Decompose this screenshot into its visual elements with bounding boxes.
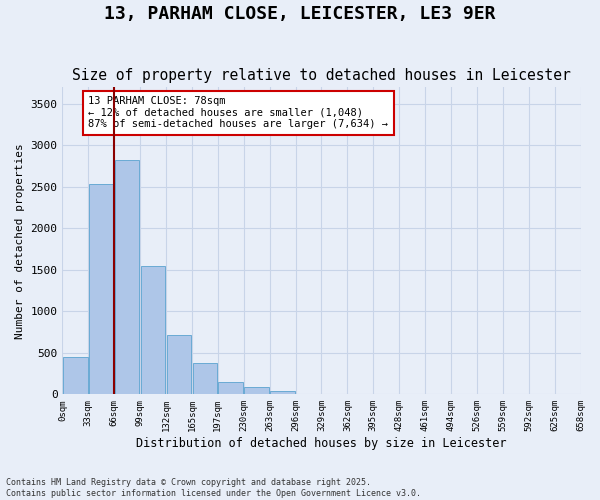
Bar — [167, 334, 191, 394]
X-axis label: Distribution of detached houses by size in Leicester: Distribution of detached houses by size … — [136, 437, 507, 450]
Y-axis label: Number of detached properties: Number of detached properties — [15, 143, 25, 338]
Bar — [89, 184, 113, 394]
Bar — [193, 363, 217, 394]
Bar — [115, 160, 139, 394]
Bar — [141, 266, 166, 394]
Bar — [244, 388, 269, 394]
Bar — [270, 390, 295, 394]
Bar — [63, 357, 88, 395]
Title: Size of property relative to detached houses in Leicester: Size of property relative to detached ho… — [72, 68, 571, 83]
Text: 13, PARHAM CLOSE, LEICESTER, LE3 9ER: 13, PARHAM CLOSE, LEICESTER, LE3 9ER — [104, 5, 496, 23]
Bar — [218, 382, 243, 394]
Text: Contains HM Land Registry data © Crown copyright and database right 2025.
Contai: Contains HM Land Registry data © Crown c… — [6, 478, 421, 498]
Text: 13 PARHAM CLOSE: 78sqm
← 12% of detached houses are smaller (1,048)
87% of semi-: 13 PARHAM CLOSE: 78sqm ← 12% of detached… — [88, 96, 388, 130]
